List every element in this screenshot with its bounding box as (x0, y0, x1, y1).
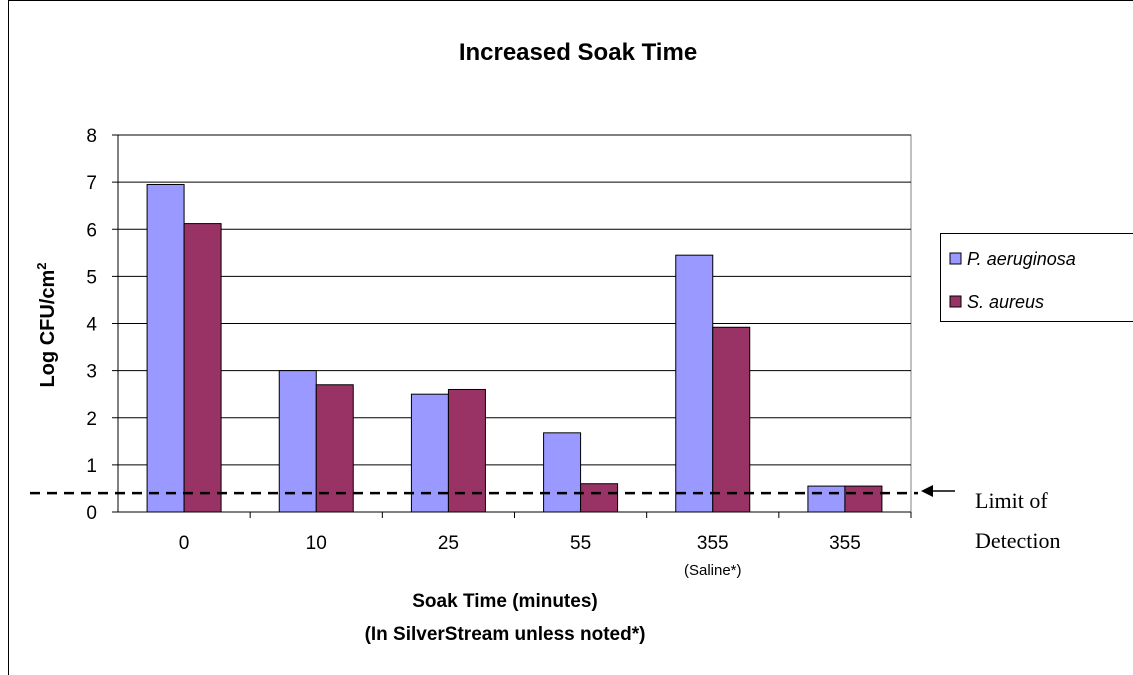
y-tick-label: 6 (86, 220, 97, 241)
legend-label-s-aureus: S. aureus (967, 292, 1044, 312)
bar-s-aureus-3 (580, 483, 619, 513)
legend-box (940, 233, 1133, 322)
y-tick-label: 5 (86, 267, 97, 288)
plot-area: 0 1 2 3 4 5 6 7 8 0 10 25 55 355 (Saline*) 355 (30, 126, 918, 579)
y-tick-label: 7 (86, 173, 97, 194)
bar-p-aeruginosa-1 (278, 370, 317, 513)
y-axis-label-text: Log CFU/cm (37, 270, 59, 388)
annotation-arrow-head (921, 485, 933, 497)
limit-of-detection-annotation: Limit of Detection (921, 485, 1061, 553)
chart-title: Increased Soak Time (459, 39, 697, 66)
y-tick-label: 4 (86, 315, 97, 336)
annotation-label-line1: Limit of (975, 488, 1048, 513)
bar-s-aureus-5 (844, 485, 883, 513)
y-axis-label: Log CFU/cm2 (34, 262, 59, 387)
x-tick-label: 0 (179, 533, 190, 554)
bar-s-aureus-1 (315, 384, 354, 513)
axes: 0 1 2 3 4 5 6 7 8 0 10 25 55 355 (Saline*) 355 (86, 126, 912, 579)
bar-p-aeruginosa-0 (146, 183, 185, 513)
gridlines (118, 134, 911, 466)
x-axis-label-line2: (In SilverStream unless noted*) (365, 624, 646, 645)
legend-swatch-p-aeruginosa (949, 252, 962, 265)
bar-p-aeruginosa-3 (543, 432, 582, 513)
bar-s-aureus-2 (447, 388, 486, 513)
bar-p-aeruginosa-5 (807, 485, 846, 513)
x-tick-label: 55 (570, 533, 591, 554)
x-tick-sublabel: (Saline*) (684, 562, 742, 579)
x-tick-label: 25 (438, 533, 459, 554)
y-axis-label-superscript: 2 (34, 262, 49, 269)
x-tick-label: 10 (306, 533, 327, 554)
y-tick-label: 8 (86, 126, 97, 147)
x-tick-label: 355 (697, 533, 729, 554)
bars (146, 183, 883, 513)
y-tick-label: 1 (86, 456, 97, 477)
bar-s-aureus-4 (712, 326, 751, 513)
y-tick-label: 2 (86, 409, 97, 430)
annotation-label-line2: Detection (975, 528, 1061, 553)
bar-s-aureus-0 (183, 223, 222, 513)
legend-label-p-aeruginosa: P. aeruginosa (967, 249, 1076, 269)
x-tick-label: 355 (829, 533, 861, 554)
y-tick-label: 0 (86, 503, 97, 524)
legend-swatch-s-aureus (949, 295, 962, 308)
y-tick-label: 3 (86, 362, 97, 383)
bar-p-aeruginosa-4 (675, 254, 714, 513)
legend: P. aeruginosa S. aureus (940, 233, 1133, 322)
x-axis-label: Soak Time (minutes) (412, 591, 597, 612)
